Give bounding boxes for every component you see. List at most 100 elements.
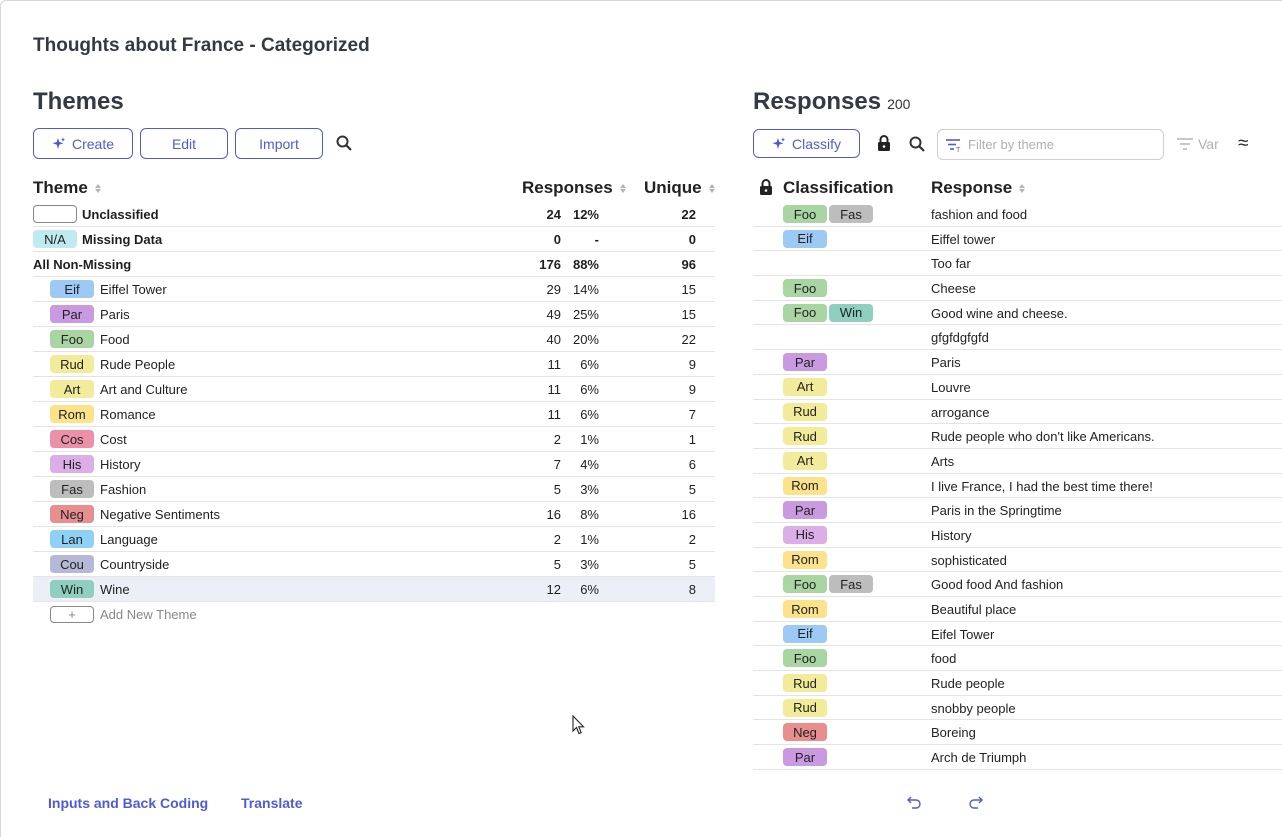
theme-chip[interactable]: Foo bbox=[50, 330, 94, 348]
response-row[interactable]: Too far bbox=[753, 251, 1282, 277]
theme-chip[interactable]: Rud bbox=[50, 355, 94, 373]
classification-chip[interactable]: Par bbox=[783, 353, 827, 372]
classification-chip[interactable]: Eif bbox=[783, 229, 827, 248]
response-row[interactable]: Par Paris in the Springtime bbox=[753, 498, 1282, 523]
classification-chip[interactable]: Foo bbox=[783, 303, 827, 322]
response-row[interactable]: Par Arch de Triumph bbox=[753, 745, 1282, 770]
classification-chip[interactable]: Foo bbox=[783, 205, 827, 223]
theme-chip[interactable]: His bbox=[50, 455, 94, 473]
redo-icon[interactable] bbox=[969, 796, 983, 809]
theme-row[interactable]: Par Paris 49 25% 15 bbox=[33, 302, 715, 327]
response-row[interactable]: Foo Fas Good food And fashion bbox=[753, 572, 1282, 597]
response-row[interactable]: Art Arts bbox=[753, 449, 1282, 474]
create-button[interactable]: Create bbox=[33, 128, 133, 159]
theme-row[interactable]: Rud Rude People 11 6% 9 bbox=[33, 352, 715, 377]
all-non-missing-row[interactable]: All Non-Missing 176 88% 96 bbox=[33, 252, 715, 277]
filter-by-theme-field[interactable]: T bbox=[937, 129, 1164, 160]
theme-chip[interactable]: Cou bbox=[50, 555, 94, 573]
theme-row[interactable]: Art Art and Culture 11 6% 9 bbox=[33, 377, 715, 402]
approx-icon[interactable]: ≈ bbox=[1238, 133, 1249, 154]
classification-chip[interactable]: Win bbox=[829, 303, 873, 322]
response-row[interactable]: Foo food bbox=[753, 646, 1282, 672]
classification-chip[interactable]: Rud bbox=[783, 698, 827, 717]
response-row[interactable]: gfgfdgfgfd bbox=[753, 325, 1282, 351]
theme-chip[interactable]: Eif bbox=[50, 280, 94, 298]
classification-chip[interactable]: Rom bbox=[783, 550, 827, 569]
theme-chip[interactable]: Art bbox=[50, 380, 94, 398]
response-row[interactable]: Rud Rude people who don't like Americans. bbox=[753, 424, 1282, 449]
response-row[interactable]: Par Paris bbox=[753, 350, 1282, 375]
response-row[interactable]: Rom sophisticated bbox=[753, 548, 1282, 573]
classification-chip[interactable]: Neg bbox=[783, 723, 827, 742]
classification-chip[interactable]: Rud bbox=[783, 427, 827, 446]
theme-column-header[interactable]: Theme bbox=[33, 178, 101, 198]
classification-chip[interactable]: Rom bbox=[783, 600, 827, 618]
translate-link[interactable]: Translate bbox=[241, 795, 303, 811]
add-new-theme-label[interactable]: Add New Theme bbox=[100, 607, 197, 622]
responses-column-header[interactable]: Responses bbox=[522, 178, 626, 198]
edit-button[interactable]: Edit bbox=[140, 128, 228, 159]
response-row[interactable]: Neg Boreing bbox=[753, 720, 1282, 746]
classification-chip[interactable]: Fas bbox=[829, 575, 873, 594]
theme-row[interactable]: Rom Romance 11 6% 7 bbox=[33, 402, 715, 427]
inputs-and-back-coding-link[interactable]: Inputs and Back Coding bbox=[48, 795, 209, 811]
response-row[interactable]: Rud snobby people bbox=[753, 696, 1282, 721]
response-row[interactable]: Rud arrogance bbox=[753, 400, 1282, 425]
response-row[interactable]: Rud Rude people bbox=[753, 671, 1282, 696]
missing-data-row[interactable]: N/A Missing Data 0 - 0 bbox=[33, 227, 715, 252]
classification-chip[interactable]: Foo bbox=[783, 649, 827, 668]
response-row[interactable]: Foo Cheese bbox=[753, 276, 1282, 301]
lock-icon[interactable] bbox=[877, 135, 891, 152]
theme-chip[interactable]: Cos bbox=[50, 430, 94, 448]
theme-row[interactable]: Lan Language 2 1% 2 bbox=[33, 527, 715, 552]
theme-row[interactable]: Cos Cost 2 1% 1 bbox=[33, 427, 715, 452]
classification-chip[interactable]: Art bbox=[783, 451, 827, 470]
classify-button[interactable]: Classify bbox=[753, 129, 860, 158]
response-row[interactable]: Foo Fas fashion and food bbox=[753, 202, 1282, 227]
response-column-header[interactable]: Response bbox=[931, 178, 1026, 198]
filter-input[interactable] bbox=[968, 137, 1148, 152]
lock-icon[interactable] bbox=[759, 179, 773, 196]
theme-row[interactable]: Foo Food 40 20% 22 bbox=[33, 327, 715, 352]
response-row[interactable]: Eif Eiffel tower bbox=[753, 227, 1282, 252]
classification-chip[interactable]: Par bbox=[783, 748, 827, 767]
response-row[interactable]: Art Louvre bbox=[753, 375, 1282, 400]
theme-chip[interactable]: Par bbox=[50, 305, 94, 323]
classification-chip[interactable]: Foo bbox=[783, 575, 827, 594]
add-new-theme-row[interactable]: + Add New Theme bbox=[33, 602, 715, 627]
theme-row[interactable]: His History 7 4% 6 bbox=[33, 452, 715, 477]
classification-chip[interactable]: His bbox=[783, 525, 827, 544]
theme-row[interactable]: Eif Eiffel Tower 29 14% 15 bbox=[33, 277, 715, 302]
classification-chip[interactable]: Foo bbox=[783, 279, 827, 298]
response-row[interactable]: Rom Beautiful place bbox=[753, 597, 1282, 622]
classification-chip[interactable]: Fas bbox=[829, 205, 873, 223]
classification-chip[interactable]: Rud bbox=[783, 674, 827, 693]
add-icon[interactable]: + bbox=[50, 606, 94, 623]
unclassified-row[interactable]: Unclassified 24 12% 22 bbox=[33, 202, 715, 227]
theme-row[interactable]: Neg Negative Sentiments 16 8% 16 bbox=[33, 502, 715, 527]
response-row[interactable]: His History bbox=[753, 523, 1282, 548]
theme-chip[interactable]: Win bbox=[50, 580, 94, 598]
classification-chip[interactable]: Eif bbox=[783, 624, 827, 643]
theme-chip[interactable]: Fas bbox=[50, 480, 94, 498]
theme-row[interactable]: Fas Fashion 5 3% 5 bbox=[33, 477, 715, 502]
classification-column-header[interactable]: Classification bbox=[783, 178, 894, 198]
theme-row[interactable]: Win Wine 12 6% 8 bbox=[33, 577, 715, 602]
search-icon[interactable] bbox=[909, 136, 925, 152]
theme-chip[interactable]: Rom bbox=[50, 405, 94, 423]
response-row[interactable]: Eif Eifel Tower bbox=[753, 622, 1282, 647]
search-icon[interactable] bbox=[336, 135, 352, 151]
theme-chip[interactable]: Lan bbox=[50, 530, 94, 548]
response-row[interactable]: Rom I live France, I had the best time th… bbox=[753, 474, 1282, 499]
classification-chip[interactable]: Rud bbox=[783, 402, 827, 421]
response-row[interactable]: Foo Win Good wine and cheese. bbox=[753, 301, 1282, 326]
classification-chip[interactable]: Rom bbox=[783, 476, 827, 495]
undo-icon[interactable] bbox=[907, 796, 921, 809]
import-button[interactable]: Import bbox=[235, 128, 323, 159]
theme-chip[interactable]: Neg bbox=[50, 505, 94, 523]
var-button[interactable]: Var bbox=[1177, 136, 1219, 152]
theme-row[interactable]: Cou Countryside 5 3% 5 bbox=[33, 552, 715, 577]
classification-chip[interactable]: Par bbox=[783, 501, 827, 520]
classification-chip[interactable]: Art bbox=[783, 377, 827, 396]
unique-column-header[interactable]: Unique bbox=[644, 178, 715, 198]
